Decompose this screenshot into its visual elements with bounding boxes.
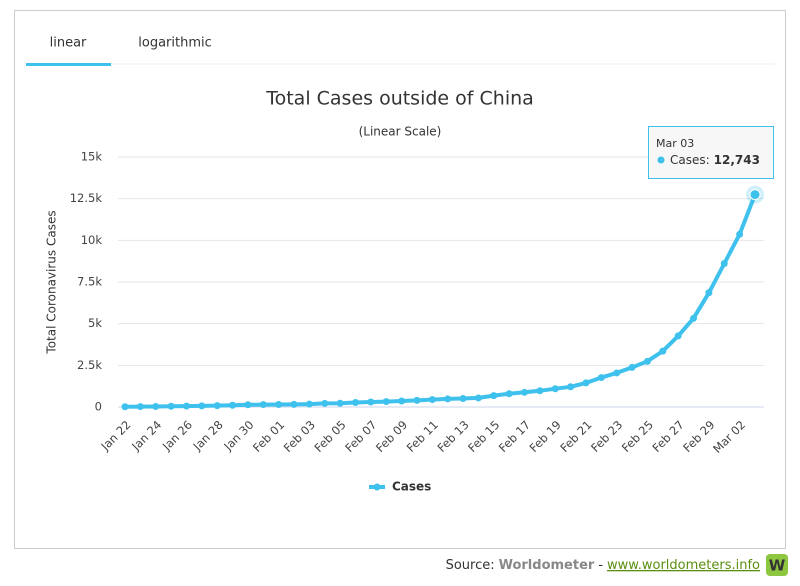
point xyxy=(121,403,129,411)
point xyxy=(720,259,728,267)
point xyxy=(275,400,283,408)
point xyxy=(490,392,498,400)
point xyxy=(690,314,698,322)
point xyxy=(567,383,575,391)
point xyxy=(198,402,206,410)
point xyxy=(321,399,329,407)
y-tick-label: 15k xyxy=(81,150,103,164)
legend-label[interactable]: Cases xyxy=(392,480,431,494)
point xyxy=(167,402,175,410)
y-tick-label: 10k xyxy=(81,233,103,247)
point xyxy=(152,403,160,410)
point xyxy=(521,388,529,396)
point xyxy=(244,401,252,409)
tooltip-title: Mar 03 xyxy=(656,137,694,150)
point xyxy=(736,230,744,238)
point xyxy=(229,401,237,409)
y-tick-label: 12.5k xyxy=(70,191,103,205)
frame xyxy=(14,10,786,549)
tooltip-series: Cases: xyxy=(670,153,710,167)
y-tick-label: 0 xyxy=(95,400,102,414)
source-prefix: Source: xyxy=(446,558,495,573)
point xyxy=(367,398,375,406)
point xyxy=(444,395,452,403)
point xyxy=(428,396,436,404)
tooltip-box xyxy=(648,126,774,179)
point xyxy=(659,347,667,355)
point xyxy=(674,332,682,340)
point xyxy=(336,399,344,407)
point xyxy=(182,402,190,410)
y-tick-label: 7.5k xyxy=(77,275,102,289)
point xyxy=(597,374,605,382)
point xyxy=(382,398,390,406)
point xyxy=(551,385,559,393)
logo-letter: W xyxy=(769,557,786,575)
chart-title: Total Cases outside of China xyxy=(265,88,534,110)
y-tick-label: 5k xyxy=(88,316,102,330)
point xyxy=(459,394,467,402)
point xyxy=(136,403,144,411)
source-name: Worldometer xyxy=(499,558,595,573)
y-tick-label: 2.5k xyxy=(77,358,102,372)
point xyxy=(213,402,221,410)
point xyxy=(613,369,621,377)
point xyxy=(505,390,513,398)
point xyxy=(351,398,359,406)
point xyxy=(749,189,761,201)
point xyxy=(628,363,636,371)
chart-subtitle: (Linear Scale) xyxy=(359,125,442,139)
tooltip-label: Cases: 12,743 xyxy=(670,153,760,167)
point xyxy=(536,387,544,395)
point xyxy=(582,379,590,387)
source: Source: Worldometer - www.worldometers.info xyxy=(446,558,760,573)
point xyxy=(474,394,482,402)
point xyxy=(643,357,651,365)
legend-swatch-dot xyxy=(373,483,381,491)
source-url[interactable]: www.worldometers.info xyxy=(607,558,760,573)
logo xyxy=(766,554,788,576)
point xyxy=(705,289,713,297)
source-separator: - xyxy=(598,558,603,573)
y-axis-label: Total Coronavirus Cases xyxy=(45,210,59,354)
point xyxy=(259,401,267,409)
tab[interactable]: logarithmic xyxy=(138,36,212,51)
tabs: linear logarithmic xyxy=(26,36,212,66)
point xyxy=(398,397,406,405)
tab[interactable]: linear xyxy=(50,36,87,51)
tab-underline xyxy=(26,63,111,66)
tooltip-value: 12,743 xyxy=(714,153,760,167)
point xyxy=(290,400,298,408)
point xyxy=(305,400,313,408)
tooltip-dot xyxy=(657,156,665,164)
point xyxy=(413,396,421,404)
